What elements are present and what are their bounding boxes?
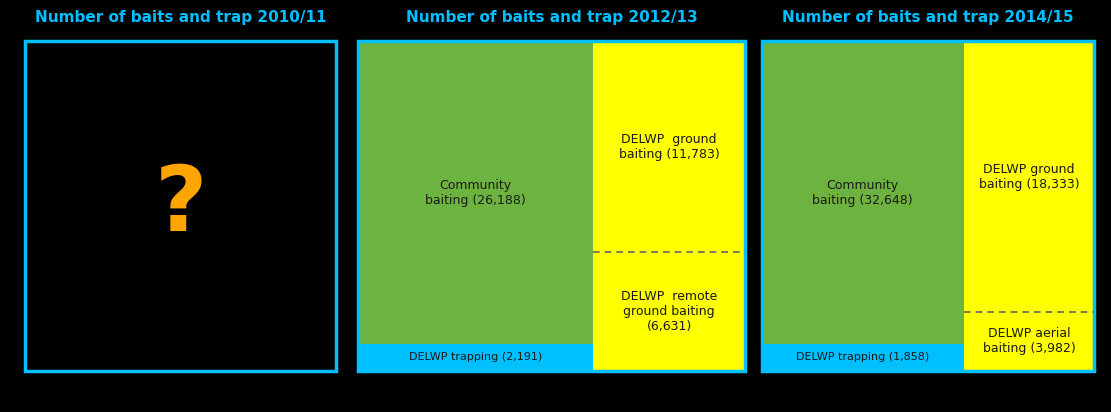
Text: Number of baits and trap 2014/15: Number of baits and trap 2014/15	[782, 10, 1073, 25]
Text: DELWP trapping (2,191): DELWP trapping (2,191)	[409, 352, 542, 363]
FancyBboxPatch shape	[963, 41, 1094, 371]
Text: DELWP ground
baiting (18,333): DELWP ground baiting (18,333)	[979, 163, 1079, 191]
FancyBboxPatch shape	[358, 41, 593, 344]
FancyBboxPatch shape	[26, 41, 337, 371]
Text: DELWP  ground
baiting (11,783): DELWP ground baiting (11,783)	[619, 133, 720, 161]
Text: DELWP trapping (1,858): DELWP trapping (1,858)	[795, 352, 929, 363]
Text: Number of baits and trap 2010/11: Number of baits and trap 2010/11	[36, 10, 327, 25]
Text: ?: ?	[154, 162, 207, 250]
FancyBboxPatch shape	[761, 344, 963, 371]
Text: DELWP aerial
baiting (3,982): DELWP aerial baiting (3,982)	[982, 328, 1075, 356]
FancyBboxPatch shape	[761, 41, 963, 344]
FancyBboxPatch shape	[593, 41, 745, 371]
Text: DELWP  remote
ground baiting
(6,631): DELWP remote ground baiting (6,631)	[621, 290, 717, 333]
Text: Number of baits and trap 2012/13: Number of baits and trap 2012/13	[406, 10, 698, 25]
Text: Community
baiting (26,188): Community baiting (26,188)	[426, 179, 526, 206]
FancyBboxPatch shape	[358, 344, 593, 371]
Text: Community
baiting (32,648): Community baiting (32,648)	[812, 179, 913, 206]
